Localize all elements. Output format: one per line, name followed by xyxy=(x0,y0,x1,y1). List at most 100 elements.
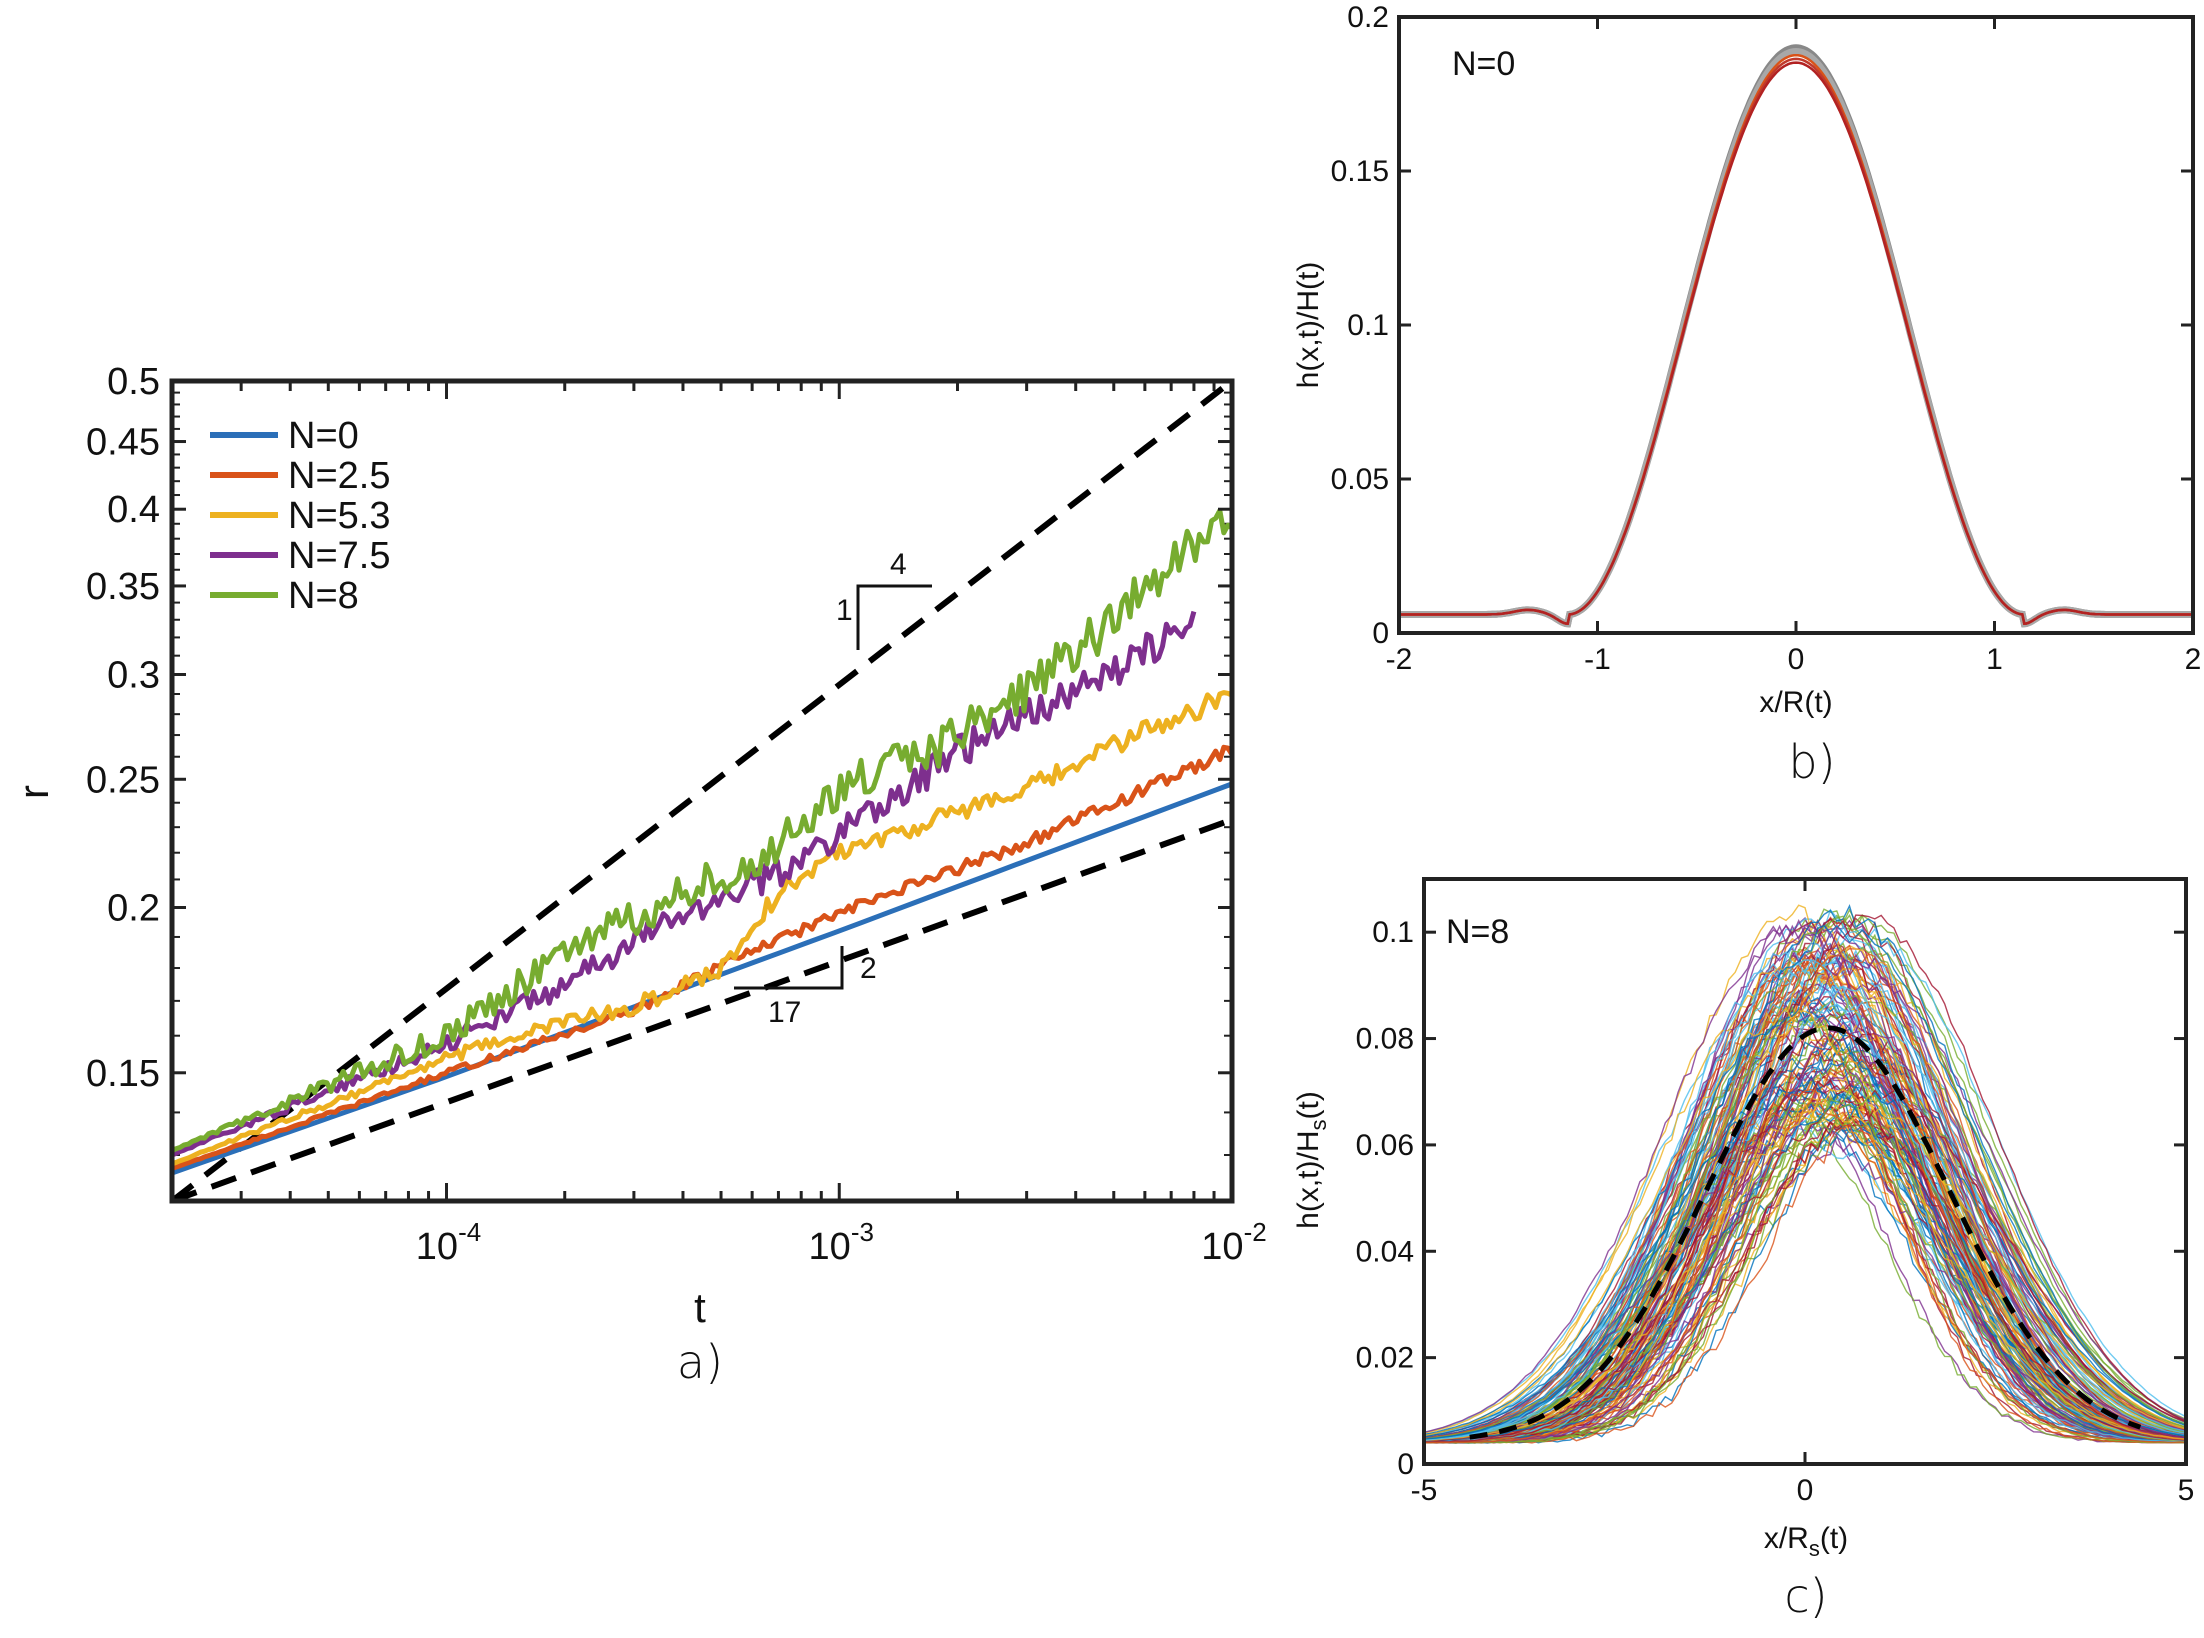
a-legend: N=0N=2.5N=5.3N=7.5N=8 xyxy=(210,415,390,617)
a-y-tick-label: 0.2 xyxy=(107,887,160,929)
c-ensemble-curve xyxy=(1424,944,2186,1442)
panel-a: 0.150.20.250.30.350.40.450.5 10-4 10-3 10-… xyxy=(10,361,1267,1389)
c-y-tick-label: 0.08 xyxy=(1356,1023,1414,1056)
c-ylabel: h(x,t)/Hs(t) xyxy=(1292,1091,1331,1229)
a-x-tick-exp: -3 xyxy=(851,1217,874,1247)
c-ensemble-curve xyxy=(1424,949,2186,1441)
a-axes-frame xyxy=(169,378,1235,1204)
b-x-tick-label: 0 xyxy=(1788,643,1805,676)
b-panel-label: b) xyxy=(1788,735,1835,789)
c-x-tick-label: -5 xyxy=(1411,1474,1438,1507)
a-legend-label: N=8 xyxy=(288,575,359,617)
a-legend-label: N=5.3 xyxy=(288,495,390,537)
a-x-tick-base: 10 xyxy=(1201,1226,1243,1268)
panel-c: 00.020.040.060.080.1 -5 0 5 N=8 x/Rs(t) h(… xyxy=(1292,877,2195,1623)
a-legend-label: N=0 xyxy=(288,415,359,457)
c-ensemble-curve xyxy=(1424,1085,2186,1442)
c-x-tick-label: 0 xyxy=(1797,1474,1814,1507)
b-x-tick-label: -2 xyxy=(1386,643,1413,676)
a-y-tick-label: 0.45 xyxy=(86,422,160,464)
b-x-tick-label: 1 xyxy=(1986,643,2003,676)
c-ensemble-curve xyxy=(1424,951,2186,1443)
a-reference-line-2 xyxy=(172,816,1232,1201)
c-y-tick-label: 0.02 xyxy=(1356,1342,1414,1375)
b-xlabel: x/R(t) xyxy=(1759,686,1832,719)
b-y-ticks: 0 0.05 0.1 0.15 0.2 xyxy=(1331,1,2193,650)
c-ensemble-curve xyxy=(1424,1088,2186,1441)
c-xlabel-tail: (t) xyxy=(1820,1522,1848,1555)
b-ylabel: h(x,t)/H(t) xyxy=(1292,262,1325,389)
c-ensemble-curve xyxy=(1424,953,2186,1444)
a-y-tick-label: 0.5 xyxy=(107,361,160,403)
a-x-tick-exp: -4 xyxy=(458,1217,481,1247)
c-ensemble-curve xyxy=(1424,954,2186,1440)
a-series-line-3 xyxy=(172,690,1232,1167)
c-y-ticks: 0 0.02 0.04 0.06 0.08 0.1 xyxy=(1356,916,2186,1481)
b-axes-frame xyxy=(1397,15,2195,635)
a-y-tick-label: 0.15 xyxy=(86,1053,160,1095)
a-x-tick-base: 10 xyxy=(809,1226,851,1268)
a-reference-line-1 xyxy=(172,381,1232,1201)
c-x-tick-label: 5 xyxy=(2178,1474,2195,1507)
a-series-line-4 xyxy=(172,610,1197,1158)
b-y-tick-label: 0.1 xyxy=(1347,309,1389,342)
a-y-tick-label: 0.3 xyxy=(107,655,160,697)
c-xlabel-sub: s xyxy=(1809,1536,1820,1561)
b-y-tick-label: 0 xyxy=(1372,617,1389,650)
b-profile-curve-3 xyxy=(1399,53,2193,626)
a-upper-rise-label: 1 xyxy=(836,594,853,627)
c-x-ticks: -5 0 5 xyxy=(1411,879,2195,1507)
c-inset-label: N=8 xyxy=(1446,913,1509,951)
c-ylabel-main: h(x,t)/H xyxy=(1292,1130,1325,1228)
c-xlabel-main: x/R xyxy=(1764,1522,1809,1555)
c-ensemble-curve xyxy=(1424,914,2186,1443)
a-lower-slope-triangle xyxy=(734,946,844,990)
a-x-ticks: 10-4 10-3 10-2 xyxy=(416,1217,1267,1268)
a-y-tick-label: 0.35 xyxy=(86,566,160,608)
a-reference-lines xyxy=(172,381,1232,1201)
b-y-tick-label: 0.15 xyxy=(1331,155,1389,188)
c-y-tick-label: 0.06 xyxy=(1356,1129,1414,1162)
a-x-tick-label: 10-2 xyxy=(1201,1217,1266,1268)
c-mean-profile-line xyxy=(1469,1025,2142,1440)
a-panel-label: a) xyxy=(677,1335,723,1389)
b-profile-curve-1 xyxy=(1399,44,2193,628)
c-ensemble-curve xyxy=(1424,908,2186,1437)
b-x-tick-label: -1 xyxy=(1584,643,1611,676)
c-xlabel: x/Rs(t) xyxy=(1764,1522,1848,1561)
a-series-lines xyxy=(172,508,1232,1176)
c-ylabel-tail: (t) xyxy=(1292,1091,1325,1119)
a-xlabel: t xyxy=(694,1284,706,1331)
a-x-tick-label: 10-3 xyxy=(809,1217,874,1268)
c-ensemble-curve xyxy=(1424,1006,2186,1440)
a-x-tick-exp: -2 xyxy=(1244,1217,1267,1247)
b-inset-label: N=0 xyxy=(1452,45,1515,83)
a-y-tick-label: 0.25 xyxy=(86,759,160,801)
b-y-tick-label: 0.2 xyxy=(1347,1,1389,34)
c-ensemble-curve xyxy=(1424,1087,2186,1444)
c-panel-label: c) xyxy=(1784,1569,1827,1623)
a-y-tick-label: 0.4 xyxy=(107,489,160,531)
c-y-tick-label: 0 xyxy=(1397,1448,1414,1481)
a-upper-slope-triangle xyxy=(856,584,932,650)
b-profile-curve-5 xyxy=(1399,61,2193,626)
a-legend-label: N=2.5 xyxy=(288,455,390,497)
a-legend-label: N=7.5 xyxy=(288,535,390,577)
c-ensemble-curve xyxy=(1424,1098,2186,1442)
c-ensemble-curve xyxy=(1424,921,2186,1439)
a-series-line-5 xyxy=(172,508,1232,1153)
b-y-tick-label: 0.05 xyxy=(1331,463,1389,496)
b-x-ticks: -2 -1 0 1 2 xyxy=(1386,17,2202,676)
b-profile-curve-2 xyxy=(1399,47,2193,628)
b-x-tick-label: 2 xyxy=(2185,643,2202,676)
c-ensemble-curve xyxy=(1424,924,2186,1440)
c-ensemble-curve xyxy=(1424,1097,2186,1442)
c-y-tick-label: 0.04 xyxy=(1356,1235,1414,1268)
c-ensemble-curve xyxy=(1424,1093,2186,1444)
a-upper-run-label: 4 xyxy=(890,548,907,581)
c-ylabel-sub: s xyxy=(1306,1119,1331,1130)
a-y-ticks: 0.15 0.2 0.25 0.3 0.35 0.4 0.45 0.5 xyxy=(86,361,1232,1095)
panel-b: 0 0.05 0.1 0.15 0.2 -2 -1 0 1 2 N=0 x/R(t) h(x,t… xyxy=(1292,1,2201,789)
c-mean-profile xyxy=(1469,1025,2142,1440)
